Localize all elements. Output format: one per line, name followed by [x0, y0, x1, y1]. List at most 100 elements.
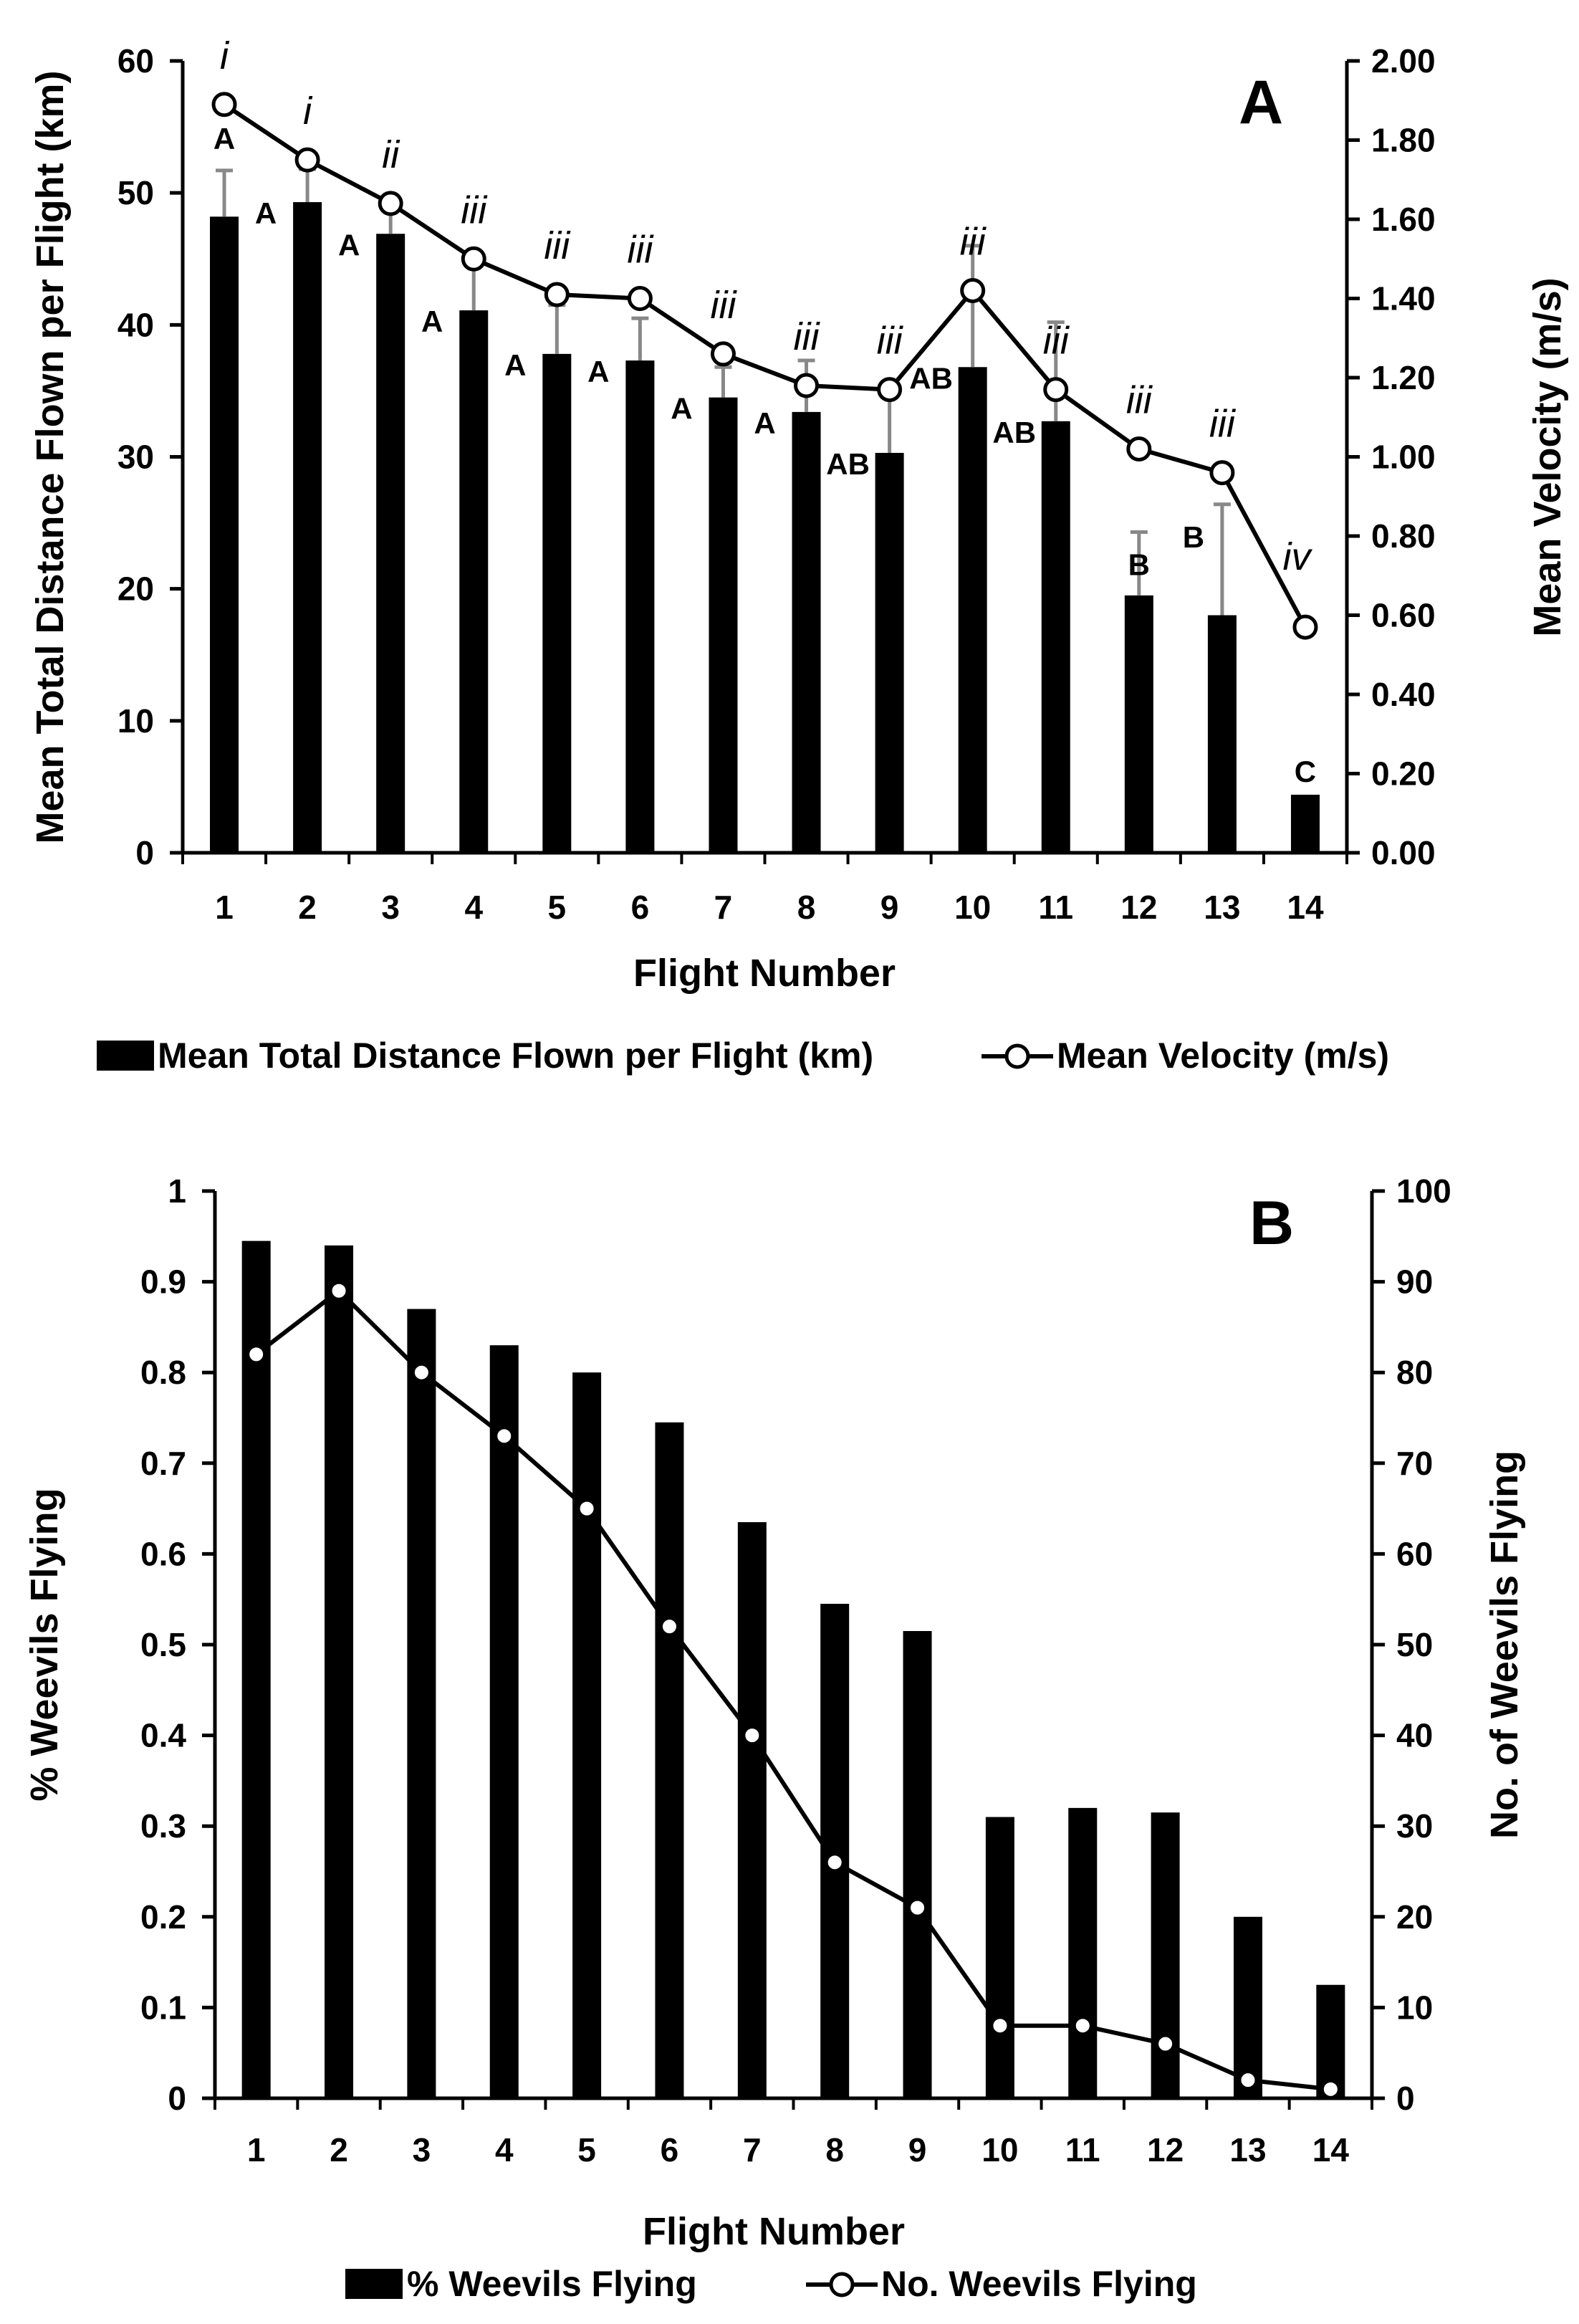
line-point [658, 1616, 680, 1637]
right-tick-label: 0.20 [1371, 755, 1436, 793]
significance-label: A [671, 392, 692, 426]
panel-a-significance-labels: A A A A A A A A AB AB AB BB C [213, 122, 1316, 788]
significance-label: A [504, 348, 526, 382]
significance-label: A [754, 406, 775, 440]
line-point [1126, 436, 1152, 462]
left-tick-label: 0.1 [140, 1989, 186, 2026]
x-tick-label: 7 [714, 889, 733, 926]
panel-a-left-axis-title: Mean Total Distance Flown per Flight (km… [29, 70, 72, 843]
right-tick-label: 10 [1396, 1989, 1433, 2026]
line-point [877, 377, 903, 403]
bar [958, 367, 987, 853]
bar [1151, 1812, 1180, 2098]
x-tick-label: 4 [495, 2131, 514, 2168]
line-point [989, 2015, 1011, 2037]
x-tick-label: 14 [1312, 2131, 1350, 2168]
velocity-group-label: iii [627, 229, 654, 272]
panel-b-label: B [1249, 1189, 1294, 1258]
right-tick-label: 1.00 [1371, 439, 1436, 476]
left-tick-label: 40 [117, 306, 154, 343]
right-tick-label: 20 [1396, 1898, 1433, 1936]
significance-label: C [1295, 755, 1316, 788]
bar [1124, 595, 1153, 853]
velocity-group-label: i [220, 34, 230, 77]
right-tick-label: 0.80 [1371, 517, 1436, 555]
x-tick-label: 14 [1287, 889, 1324, 926]
x-tick-label: 12 [1147, 2131, 1184, 2168]
left-tick-label: 0.9 [140, 1263, 186, 1301]
left-tick-label: 0.3 [140, 1807, 186, 1845]
velocity-group-label: iii [544, 224, 571, 267]
right-tick-label: 1.80 [1371, 122, 1436, 159]
line-point [741, 1725, 763, 1746]
line-point [461, 246, 486, 272]
bar [985, 1817, 1014, 2098]
significance-label: AB [826, 447, 870, 481]
x-tick-label: 2 [330, 2131, 348, 2168]
bar [1207, 615, 1237, 853]
right-tick-label: 80 [1396, 1354, 1433, 1391]
line-point [411, 1362, 432, 1383]
significance-label: A [255, 196, 277, 230]
x-tick-label: 5 [577, 2131, 596, 2168]
bar [1041, 421, 1070, 853]
x-tick-label: 9 [908, 2131, 927, 2168]
right-tick-label: 1.20 [1371, 359, 1436, 396]
velocity-group-label: iii [877, 320, 904, 363]
right-tick-label: 0.60 [1371, 597, 1436, 634]
legend-count-label: No. Weevils Flying [881, 2264, 1197, 2304]
legend-distance-label: Mean Total Distance Flown per Flight (km… [158, 1036, 873, 1076]
right-tick-label: 50 [1396, 1626, 1433, 1663]
left-tick-label: 0 [135, 834, 154, 871]
velocity-group-label: iii [461, 188, 488, 231]
x-tick-label: 1 [247, 2131, 266, 2168]
left-tick-label: 0 [168, 2080, 186, 2117]
line-point [328, 1280, 350, 1301]
left-tick-label: 30 [117, 439, 154, 476]
x-tick-label: 11 [1038, 889, 1073, 926]
line-point [378, 191, 403, 216]
significance-label: A [587, 355, 609, 388]
panel-a-left-ticks: 0 10 20 30 40 50 60 [117, 42, 183, 871]
bar [655, 1422, 684, 2098]
series-line [254, 1288, 1331, 2092]
line-point [246, 1344, 267, 1365]
velocity-group-label: iii [1209, 403, 1237, 446]
panel-b-bars [241, 1240, 1345, 2098]
bar [325, 1245, 354, 2098]
line-point [1237, 2070, 1259, 2091]
panel-b: 0 0.1 0.2 0.3 0.4 0.5 0.6 0.7 0.8 0.9 1 0 10 20 30 40 5… [23, 1172, 1526, 2304]
bar [737, 1522, 767, 2098]
panel-b-legend: % Weevils Flying No. Weevils Flying [345, 2264, 1197, 2304]
line-point [494, 1425, 515, 1447]
left-tick-label: 60 [117, 42, 154, 80]
x-tick-label: 2 [298, 889, 317, 926]
line-point [211, 92, 237, 118]
bar [376, 234, 405, 853]
bar [210, 216, 239, 853]
legend-percent-swatch [345, 2269, 403, 2299]
x-tick-label: 8 [797, 889, 816, 926]
x-tick-label: 13 [1204, 889, 1240, 926]
panel-b-right-ticks: 0 10 20 30 40 50 60 70 80 90 100 [1372, 1172, 1451, 2117]
left-tick-label: 0.6 [140, 1535, 186, 1572]
significance-label: A [338, 228, 360, 262]
panel-b-x-axis-title: Flight Number [643, 2210, 905, 2253]
right-tick-label: 100 [1396, 1172, 1451, 1210]
left-tick-label: 0.8 [140, 1354, 186, 1391]
left-tick-label: 0.7 [140, 1445, 186, 1482]
right-tick-label: 0.00 [1371, 834, 1436, 871]
right-tick-label: 1.60 [1371, 201, 1436, 238]
panel-b-right-axis-title: No. of Weevils Flying [1483, 1450, 1526, 1839]
panel-b-left-ticks: 0 0.1 0.2 0.3 0.4 0.5 0.6 0.7 0.8 0.9 1 [140, 1172, 215, 2117]
panel-a-bars [210, 202, 1320, 853]
panel-a-right-ticks: 0.00 0.20 0.40 0.60 0.80 1.00 1.20 1.40 1.60 1.80… [1347, 42, 1436, 871]
significance-label: A [213, 122, 235, 156]
velocity-group-label: i [303, 90, 313, 133]
line-point [960, 277, 986, 303]
line-point [576, 1498, 597, 1519]
bar [407, 1309, 436, 2098]
